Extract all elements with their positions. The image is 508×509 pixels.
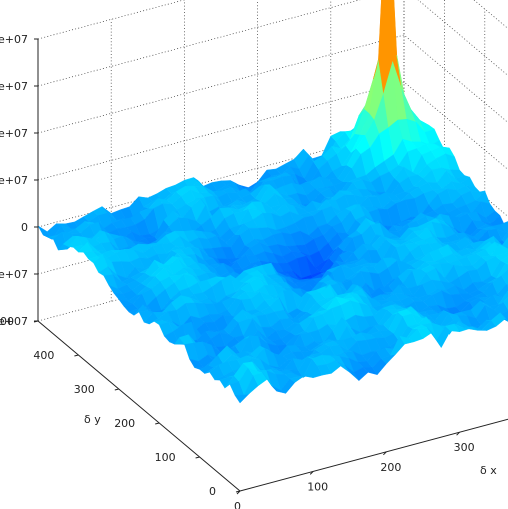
y-tick: [195, 456, 200, 459]
z-tick-label: e+07: [0, 174, 28, 187]
x-tick-label: 300: [454, 441, 475, 454]
surface-cell: [504, 262, 508, 265]
y-tick: [74, 354, 79, 357]
x-tick: [383, 451, 387, 456]
x-tick-label: 200: [380, 461, 401, 474]
y-tick: [155, 422, 160, 425]
y-tick: [114, 388, 119, 391]
surface-cell: [503, 296, 508, 310]
x-axis-label: δ x: [480, 464, 497, 477]
x-tick-label: 0: [234, 500, 241, 509]
x-tick: [309, 471, 314, 475]
surface-cell: [500, 312, 508, 322]
z-tick-label: e+07: [0, 127, 28, 140]
y-tick-label: 100: [155, 451, 176, 464]
y-tick-label: 500: [0, 315, 14, 328]
z-tick-label: 0: [21, 221, 28, 234]
z-tick-label: e+07: [0, 315, 28, 328]
surface-cell: [500, 256, 508, 264]
surface-cell: [501, 268, 508, 285]
z-tick-label: e+07: [0, 33, 28, 46]
y-axis-label: δ y: [84, 413, 101, 426]
y-tick-label: 300: [74, 383, 95, 396]
x-tick-label: 100: [307, 480, 328, 493]
surface-cell: [500, 221, 508, 233]
z-tick-label: e+07: [0, 268, 28, 281]
y-tick-label: 0: [209, 485, 216, 498]
z-tick-label: e+07: [0, 80, 28, 93]
x-axis-line: [239, 418, 508, 492]
surface-cell: [499, 243, 508, 254]
y-axis-line: [37, 320, 241, 492]
surface-cell: [504, 252, 508, 255]
y-tick-label: 400: [33, 349, 54, 362]
y-tick: [235, 490, 241, 493]
y-tick-label: 200: [114, 417, 135, 430]
surface-mesh: [37, 0, 508, 404]
x-tick: [456, 431, 460, 436]
surface-cell: [503, 317, 508, 322]
surface-cell: [234, 393, 250, 404]
tick-labels: 01002003004000100200300400500e+07e+070e+…: [0, 33, 475, 509]
axes: [33, 38, 508, 495]
grid-line-z: [37, 0, 508, 87]
